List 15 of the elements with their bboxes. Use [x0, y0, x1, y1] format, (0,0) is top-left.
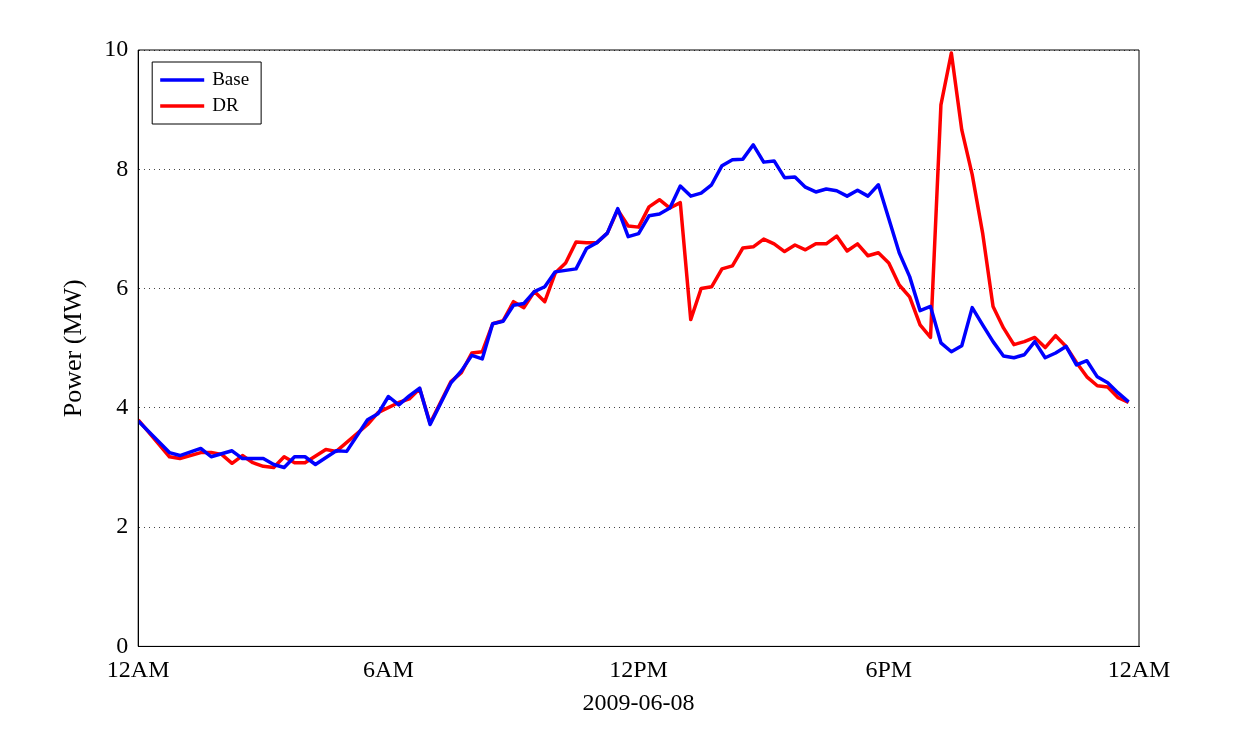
y-tick-label: 4: [116, 393, 129, 420]
y-tick-label: 2: [116, 512, 129, 539]
x-tick-label: 12AM: [106, 656, 170, 683]
y-tick-label: 6: [116, 273, 129, 300]
y-axis-title: Power (MW): [58, 279, 88, 418]
x-axis-title: 2009-06-08: [582, 688, 695, 715]
y-tick-label: 0: [116, 631, 129, 658]
legend-label: Base: [212, 67, 250, 89]
x-tick-label: 12AM: [1107, 656, 1171, 683]
x-tick-label: 12PM: [609, 656, 668, 683]
x-tick-label: 6AM: [363, 656, 414, 683]
y-tick-label: 10: [104, 35, 129, 62]
legend-label: DR: [212, 93, 239, 115]
x-tick-label: 6PM: [865, 656, 913, 683]
y-tick-label: 8: [116, 154, 129, 181]
